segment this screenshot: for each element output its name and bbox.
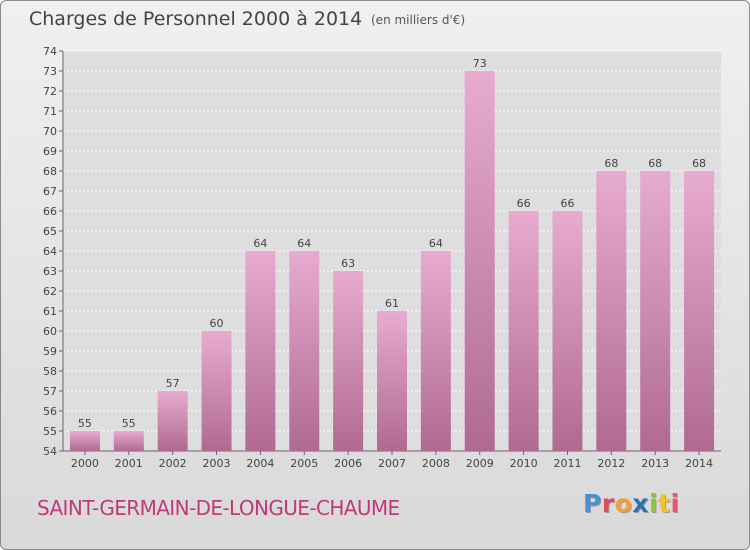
data-label: 60: [210, 317, 224, 330]
x-tick-label: 2014: [685, 457, 713, 470]
logo-letter: r: [601, 489, 615, 518]
x-tick-label: 2013: [641, 457, 669, 470]
bar[interactable]: [464, 71, 495, 451]
y-tick-label: 62: [43, 285, 57, 298]
chart-title: Charges de Personnel 2000 à 2014: [29, 8, 363, 30]
x-tick-label: 2000: [71, 457, 99, 470]
logo-letter: i: [649, 489, 659, 518]
y-tick-label: 67: [43, 185, 57, 198]
bar[interactable]: [289, 251, 320, 451]
y-tick-label: 56: [43, 405, 57, 418]
x-tick-label: 2009: [466, 457, 494, 470]
x-tick-label: 2007: [378, 457, 406, 470]
bar[interactable]: [69, 431, 100, 451]
data-label: 66: [517, 197, 531, 210]
x-tick-label: 2006: [334, 457, 362, 470]
data-label: 64: [297, 237, 311, 250]
bar[interactable]: [552, 211, 583, 451]
y-tick-label: 64: [43, 245, 57, 258]
x-tick-label: 2012: [597, 457, 625, 470]
logo-letter: P: [583, 489, 602, 518]
x-tick-label: 2011: [553, 457, 581, 470]
x-tick-label: 2008: [422, 457, 450, 470]
y-tick-label: 60: [43, 325, 57, 338]
data-label: 61: [385, 297, 399, 310]
data-label: 73: [473, 57, 487, 70]
data-label: 68: [648, 157, 662, 170]
logo-letter: t: [658, 489, 671, 518]
bar[interactable]: [508, 211, 539, 451]
data-label: 68: [604, 157, 618, 170]
x-tick-label: 2003: [203, 457, 231, 470]
y-tick-label: 57: [43, 385, 57, 398]
data-label: 63: [341, 257, 355, 270]
y-tick-label: 68: [43, 165, 57, 178]
x-tick-label: 2002: [159, 457, 187, 470]
logo-letter: i: [670, 489, 680, 518]
logo-letter: o: [614, 489, 633, 518]
bar[interactable]: [640, 171, 671, 451]
bar[interactable]: [113, 431, 144, 451]
bar[interactable]: [377, 311, 407, 451]
data-label: 66: [560, 197, 574, 210]
y-tick-label: 72: [43, 85, 57, 98]
data-label: 55: [78, 417, 92, 430]
logo-letter: x: [632, 489, 649, 518]
bar[interactable]: [245, 251, 276, 451]
y-tick-label: 73: [43, 65, 57, 78]
x-tick-label: 2010: [510, 457, 538, 470]
bar[interactable]: [420, 251, 451, 451]
y-tick-label: 58: [43, 365, 57, 378]
x-tick-label: 2005: [290, 457, 318, 470]
bar[interactable]: [333, 271, 364, 451]
data-label: 64: [253, 237, 267, 250]
y-tick-label: 69: [43, 145, 57, 158]
y-tick-label: 54: [43, 445, 57, 458]
x-tick-label: 2001: [115, 457, 143, 470]
data-label: 64: [429, 237, 443, 250]
y-tick-label: 74: [43, 45, 57, 58]
y-tick-label: 65: [43, 225, 57, 238]
y-tick-label: 55: [43, 425, 57, 438]
data-label: 55: [122, 417, 136, 430]
proxiti-logo[interactable]: Proxiti: [583, 489, 680, 518]
chart-subtitle: (en milliers d'€): [371, 13, 466, 27]
y-tick-label: 71: [43, 105, 57, 118]
y-tick-label: 61: [43, 305, 57, 318]
data-label: 68: [692, 157, 706, 170]
bar[interactable]: [201, 331, 232, 451]
bar[interactable]: [157, 391, 188, 451]
y-tick-label: 70: [43, 125, 57, 138]
y-tick-label: 63: [43, 265, 57, 278]
commune-name: SAINT-GERMAIN-DE-LONGUE-CHAUME: [37, 496, 400, 520]
y-tick-label: 59: [43, 345, 57, 358]
y-tick-label: 66: [43, 205, 57, 218]
x-tick-label: 2004: [246, 457, 274, 470]
data-label: 57: [166, 377, 180, 390]
bar[interactable]: [596, 171, 627, 451]
bar[interactable]: [684, 171, 715, 451]
